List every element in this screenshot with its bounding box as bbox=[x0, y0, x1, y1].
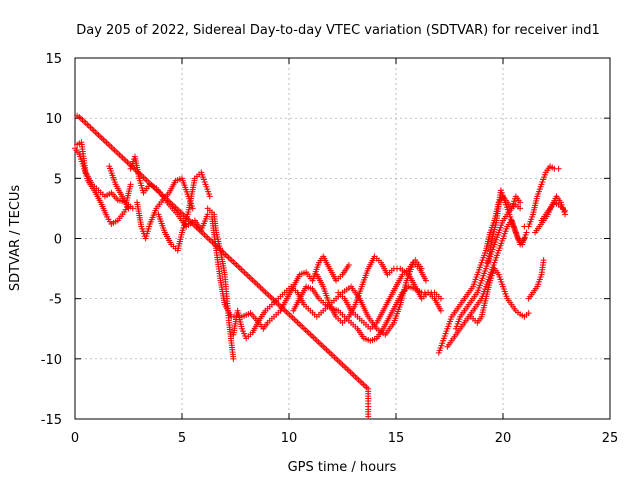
data-point bbox=[517, 199, 524, 206]
data-point bbox=[540, 257, 547, 264]
plot-frame bbox=[74, 57, 611, 420]
x-tick-label: 20 bbox=[495, 431, 512, 446]
x-tick-label: 0 bbox=[71, 431, 79, 446]
data-point bbox=[418, 265, 425, 272]
y-tick-label: 15 bbox=[45, 52, 62, 67]
data-point bbox=[523, 229, 530, 236]
x-tick-label: 5 bbox=[178, 431, 186, 446]
data-point bbox=[517, 205, 524, 212]
x-tick-label: 10 bbox=[281, 431, 298, 446]
data-point bbox=[189, 205, 196, 212]
data-point bbox=[345, 261, 352, 268]
data-points bbox=[72, 112, 569, 420]
axis-tick-labels: 0 5 10 15 20 25 -15 -10 -5 0 5 10 15 bbox=[41, 52, 619, 446]
y-tick-label: 0 bbox=[54, 233, 62, 248]
x-tick-label: 15 bbox=[388, 431, 405, 446]
data-point bbox=[437, 307, 444, 314]
data-point bbox=[206, 193, 213, 200]
y-axis-title: SDTVAR / TECUs bbox=[8, 185, 23, 292]
data-point bbox=[555, 165, 562, 172]
data-point bbox=[230, 355, 237, 362]
data-point bbox=[204, 211, 211, 218]
data-point bbox=[437, 295, 444, 302]
data-point bbox=[127, 181, 134, 188]
data-point bbox=[562, 207, 569, 214]
y-tick-label: -5 bbox=[49, 293, 62, 308]
chart-title: Day 205 of 2022, Sidereal Day-to-day VTE… bbox=[76, 23, 600, 38]
data-point bbox=[525, 310, 532, 317]
x-axis-title: GPS time / hours bbox=[288, 460, 397, 475]
y-tick-label: 10 bbox=[45, 112, 62, 127]
y-tick-label: -10 bbox=[41, 353, 62, 368]
x-tick-label: 25 bbox=[602, 431, 619, 446]
data-point bbox=[365, 413, 372, 420]
y-tick-label: -15 bbox=[41, 413, 62, 428]
y-tick-label: 5 bbox=[54, 172, 62, 187]
data-point bbox=[125, 205, 132, 212]
data-point bbox=[422, 277, 429, 284]
